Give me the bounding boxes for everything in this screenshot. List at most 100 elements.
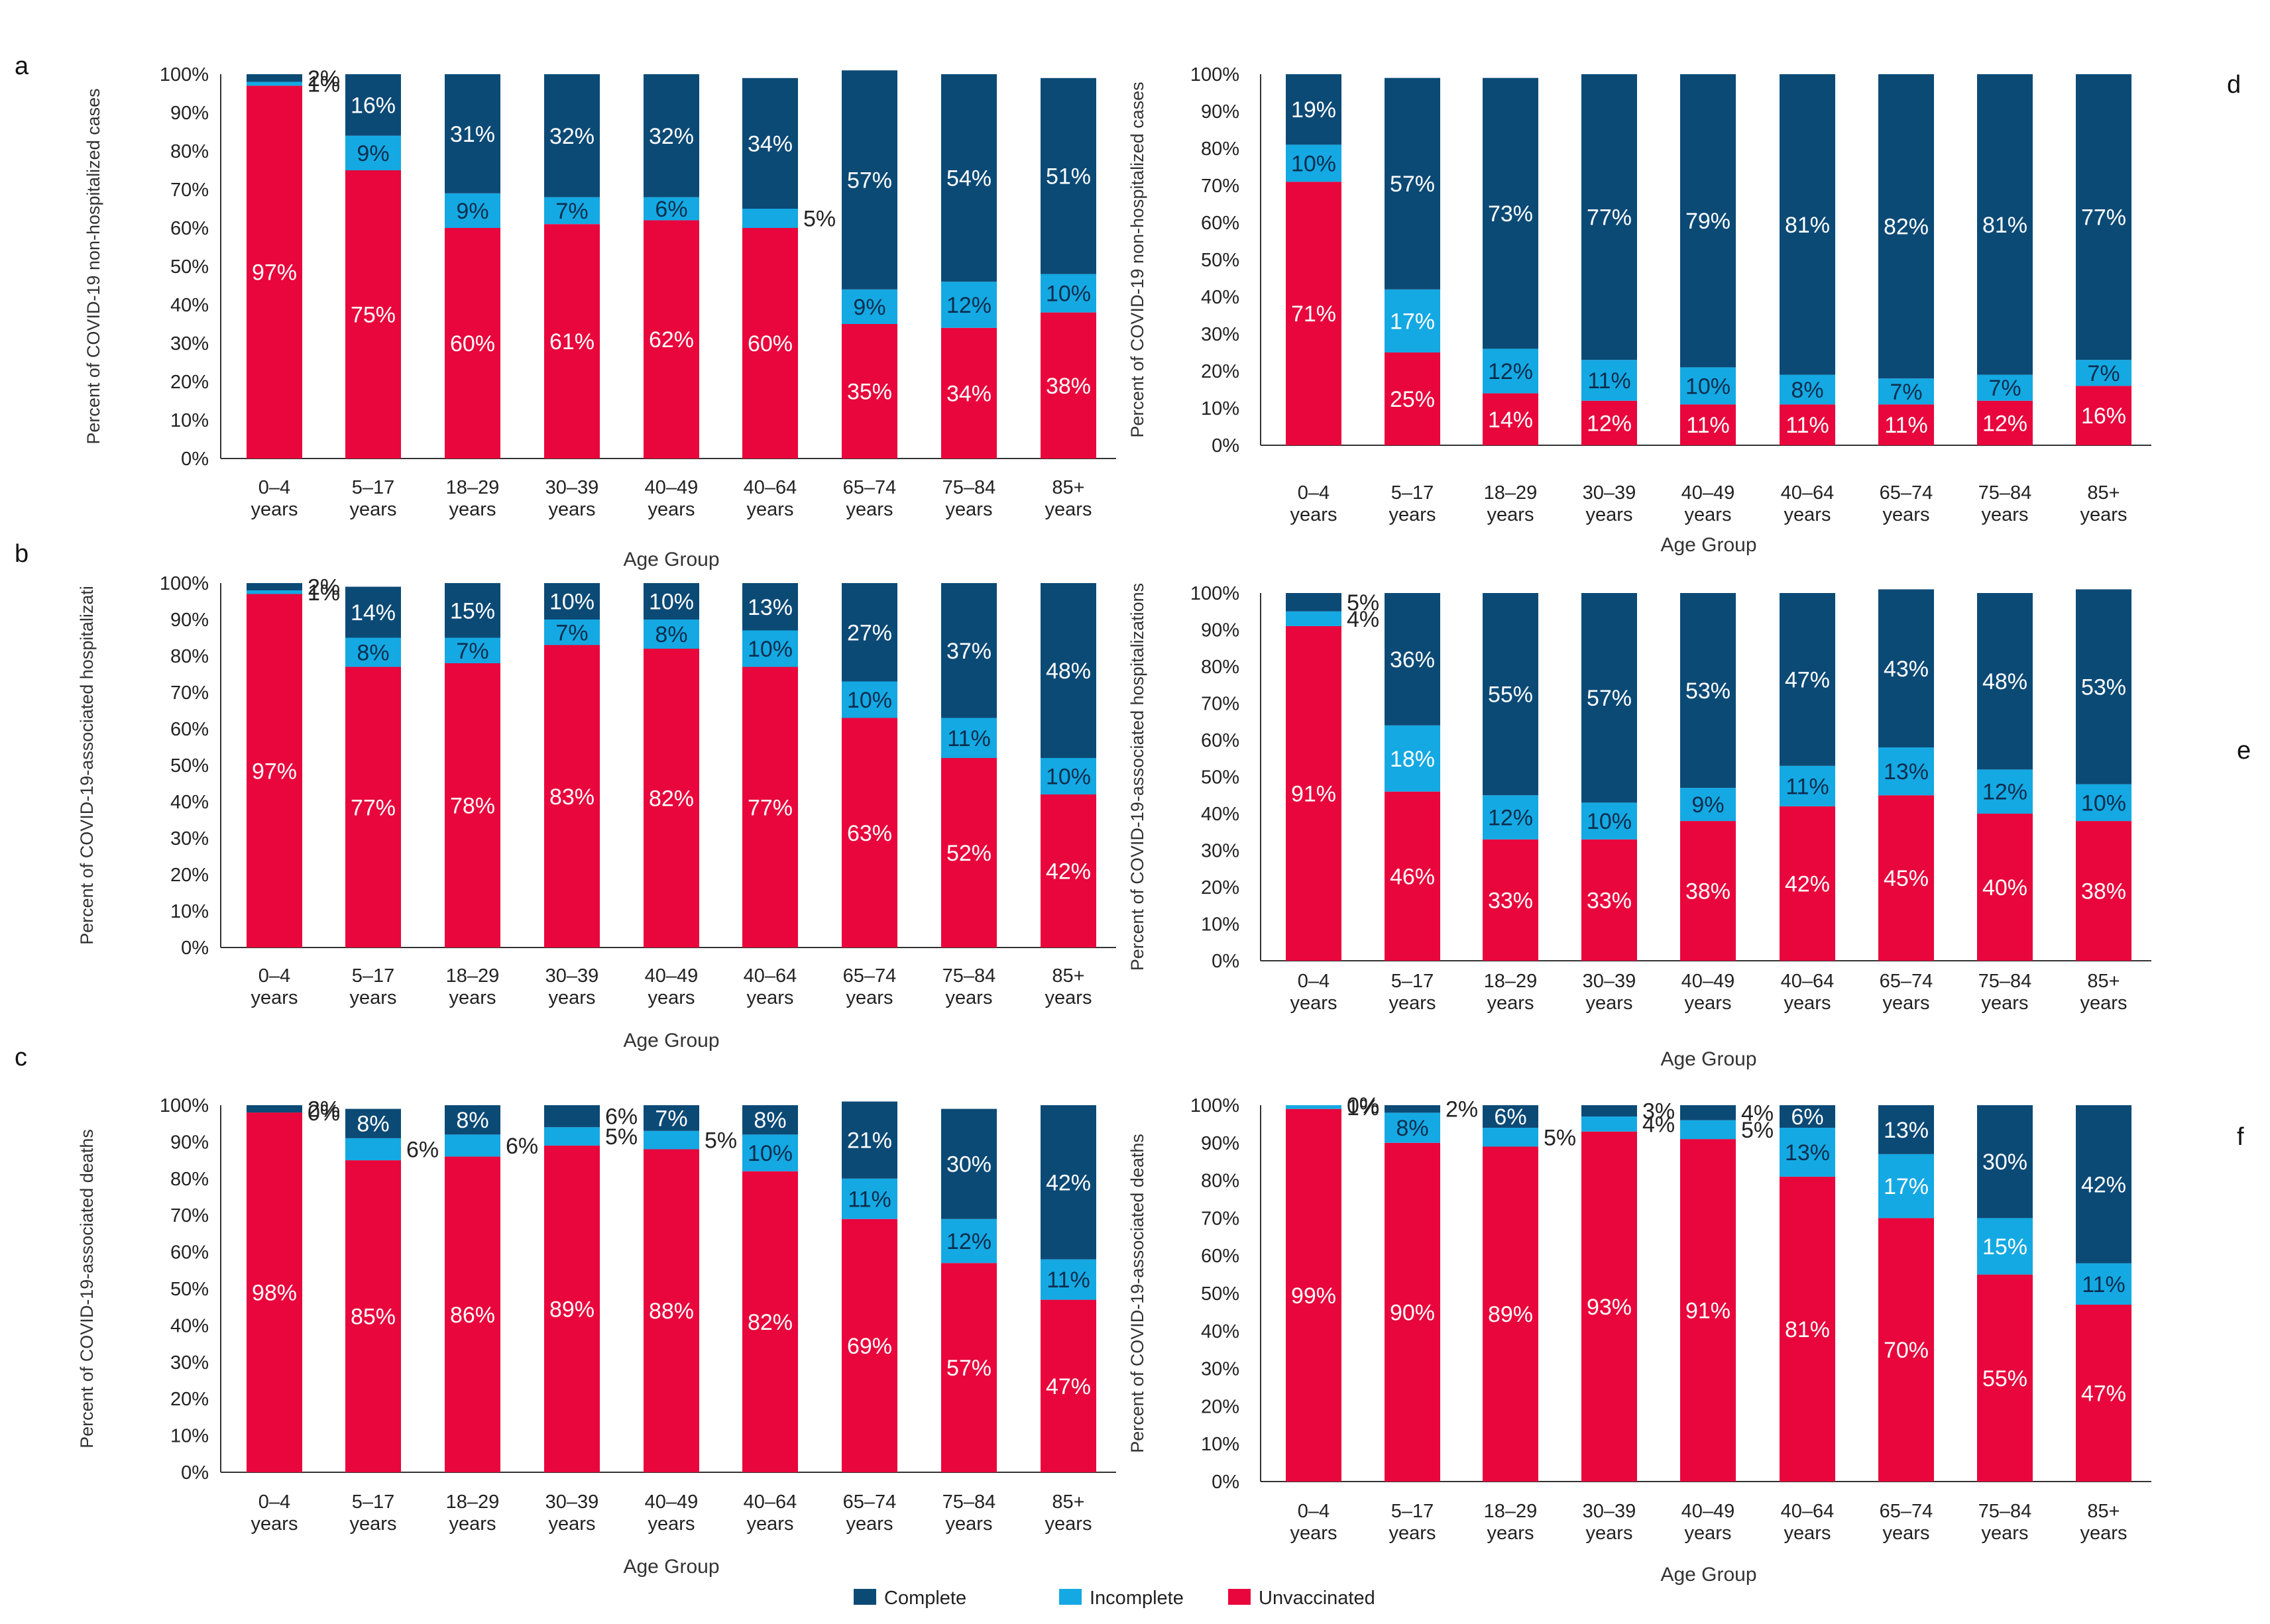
x-tick-label: 0–4 xyxy=(1298,1501,1330,1522)
x-tick-label: years xyxy=(1586,1523,1633,1544)
bar-segment-incomplete xyxy=(842,289,897,324)
data-label: 12% xyxy=(1982,411,2027,436)
y-tick-label: 90% xyxy=(170,610,209,631)
bar-segment-incomplete xyxy=(1878,1154,1934,1218)
bar-segment-complete xyxy=(1041,1105,1096,1260)
x-tick-label: 5–17 xyxy=(352,965,395,987)
y-tick-label: 40% xyxy=(1201,287,1239,308)
data-label: 81% xyxy=(1785,1317,1830,1342)
y-tick-label: 50% xyxy=(170,1279,209,1300)
panel-letter-f: f xyxy=(2237,1123,2244,1151)
y-tick-label: 20% xyxy=(1201,1396,1239,1417)
legend-label-incomplete: Incomplete xyxy=(1090,1588,1184,1609)
bar-segment-unvaccinated xyxy=(1041,794,1096,947)
bar-segment-incomplete xyxy=(1385,725,1440,792)
x-tick-label: 40–49 xyxy=(645,477,699,498)
data-label: 85% xyxy=(351,1305,396,1330)
bar-segment-unvaccinated xyxy=(544,1145,600,1472)
y-tick-label: 30% xyxy=(170,828,209,849)
x-tick-label: years xyxy=(1685,504,1732,525)
bar-segment-incomplete xyxy=(1780,374,1835,405)
y-tick-label: 20% xyxy=(1201,361,1239,382)
data-label: 61% xyxy=(549,329,595,354)
data-label: 1% xyxy=(1347,1095,1379,1120)
bar-segment-complete xyxy=(742,78,798,209)
x-tick-label: years xyxy=(1982,993,2029,1014)
data-label: 77% xyxy=(351,795,396,820)
data-label: 47% xyxy=(2081,1381,2126,1407)
bar-segment-complete xyxy=(445,74,500,193)
y-tick-label: 50% xyxy=(170,755,209,777)
data-label: 2% xyxy=(308,1097,340,1122)
x-tick-label: years xyxy=(350,987,397,1008)
y-tick-label: 30% xyxy=(1201,841,1239,862)
bar-segment-incomplete xyxy=(742,1134,798,1171)
bar-segment-incomplete xyxy=(1780,1128,1835,1177)
x-tick-label: 65–74 xyxy=(1880,1501,1933,1522)
bar-segment-incomplete xyxy=(544,1127,600,1146)
x-tick-label: 85+ xyxy=(2087,1501,2120,1522)
data-label: 33% xyxy=(1587,888,1632,913)
x-tick-label: years xyxy=(2080,504,2128,525)
data-label: 86% xyxy=(450,1303,495,1328)
bar-segment-unvaccinated xyxy=(1286,625,1341,961)
data-label: 75% xyxy=(351,303,396,328)
data-label: 10% xyxy=(748,1141,793,1166)
bar-segment-incomplete xyxy=(247,590,302,594)
x-tick-label: 65–74 xyxy=(843,965,897,987)
data-label: 8% xyxy=(357,1112,389,1137)
data-label: 11% xyxy=(848,1187,891,1212)
data-label: 47% xyxy=(1785,667,1830,692)
bar-segment-incomplete xyxy=(445,1134,500,1157)
data-label: 1% xyxy=(308,580,340,606)
x-tick-label: years xyxy=(1685,1523,1732,1544)
data-label: 12% xyxy=(1587,411,1632,436)
bar-segment-unvaccinated xyxy=(345,667,401,947)
bar-segment-unvaccinated xyxy=(1878,404,1934,445)
y-tick-label: 40% xyxy=(170,295,209,316)
bar-segment-incomplete xyxy=(1581,1116,1637,1132)
data-label: 5% xyxy=(1741,1118,1774,1143)
y-tick-label: 10% xyxy=(1201,1434,1239,1455)
data-label: 14% xyxy=(1488,407,1533,433)
data-label: 52% xyxy=(946,841,992,866)
x-tick-label: years xyxy=(1290,1523,1337,1544)
data-label: 99% xyxy=(1291,1283,1336,1309)
bar-segment-complete xyxy=(1780,74,1835,375)
x-tick-label: years xyxy=(2080,993,2128,1014)
charts-layer: a 0% 10% 20% 30% 40% 50% 60% 70% 80% 90% 100% Percen… xyxy=(15,52,2251,1586)
data-label: 57% xyxy=(1587,686,1632,711)
bar-segment-incomplete xyxy=(345,1138,401,1161)
bar-segment-incomplete xyxy=(644,197,699,221)
data-label: 57% xyxy=(847,168,892,193)
x-tick-label: 40–64 xyxy=(1781,482,1835,504)
data-label: 63% xyxy=(847,821,892,846)
bar-segment-unvaccinated xyxy=(1041,312,1096,459)
bar-segment-complete xyxy=(842,1101,897,1179)
x-tick-label: 85+ xyxy=(2087,971,2120,992)
data-label: 70% xyxy=(1884,1338,1929,1363)
y-tick-label: 10% xyxy=(170,901,209,922)
bar-segment-complete xyxy=(1878,74,1934,379)
bar-segment-unvaccinated xyxy=(742,228,798,459)
data-label: 9% xyxy=(357,141,389,166)
chart-panel-d: d 0% 10% 20% 30% 40% 50% 60% 70% 80% 90% 100% Percen… xyxy=(1127,64,2241,556)
x-tick-label: 0–4 xyxy=(1298,482,1330,504)
x-tick-label: 30–39 xyxy=(1583,971,1636,992)
data-label: 10% xyxy=(2081,790,2126,816)
data-label: 32% xyxy=(549,124,595,149)
y-tick-label: 30% xyxy=(170,1352,209,1374)
data-label: 36% xyxy=(1390,647,1435,673)
data-label: 11% xyxy=(1587,368,1631,394)
bar-segment-complete xyxy=(1878,1105,1934,1154)
y-axis-label: Percent of COVID-19 non-hospitalized cas… xyxy=(1127,81,1147,437)
bar-segment-complete xyxy=(1878,589,1934,748)
data-label: 81% xyxy=(1785,213,1830,238)
x-tick-label: 30–39 xyxy=(545,965,599,987)
data-label: 82% xyxy=(1884,215,1929,240)
data-label: 2% xyxy=(308,575,340,600)
data-label: 30% xyxy=(1982,1150,2027,1175)
data-label: 90% xyxy=(1390,1300,1435,1325)
data-label: 7% xyxy=(1988,376,2021,401)
